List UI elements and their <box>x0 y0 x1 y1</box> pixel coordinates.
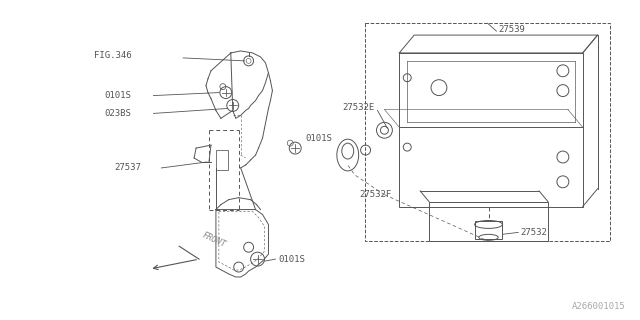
Text: 0101S: 0101S <box>105 91 132 100</box>
Text: 27532F: 27532F <box>360 190 392 199</box>
Bar <box>475 221 502 239</box>
Bar <box>365 23 611 241</box>
Text: FRONT: FRONT <box>201 230 227 249</box>
Text: 0101S: 0101S <box>305 134 332 143</box>
Text: 0101S: 0101S <box>278 255 305 264</box>
Text: 023BS: 023BS <box>105 109 132 118</box>
Bar <box>399 53 582 207</box>
Bar <box>429 202 548 241</box>
Bar <box>216 150 228 170</box>
Text: 27532E: 27532E <box>342 103 374 112</box>
Text: FIG.346: FIG.346 <box>94 52 132 60</box>
Text: A266001015: A266001015 <box>572 302 625 311</box>
Text: 27537: 27537 <box>115 164 141 172</box>
Text: 27532: 27532 <box>520 228 547 237</box>
Text: 27539: 27539 <box>499 25 525 34</box>
